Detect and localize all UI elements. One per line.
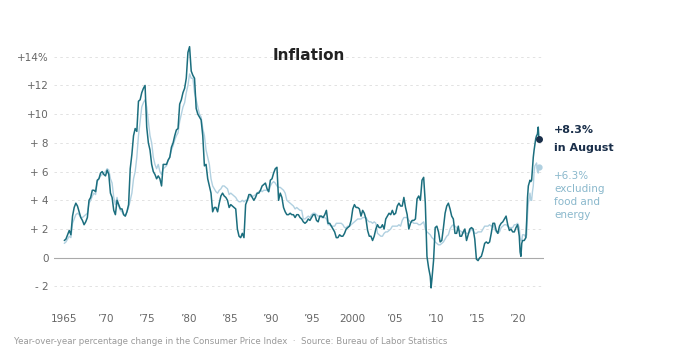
Text: Inflation: Inflation [273,48,345,63]
Text: +6.3%
excluding
food and
energy: +6.3% excluding food and energy [554,171,605,220]
Text: Year-over-year percentage change in the Consumer Price Index  ·  Source: Bureau : Year-over-year percentage change in the … [14,337,447,346]
Text: +8.3%: +8.3% [554,125,594,135]
Text: in August: in August [554,142,614,153]
